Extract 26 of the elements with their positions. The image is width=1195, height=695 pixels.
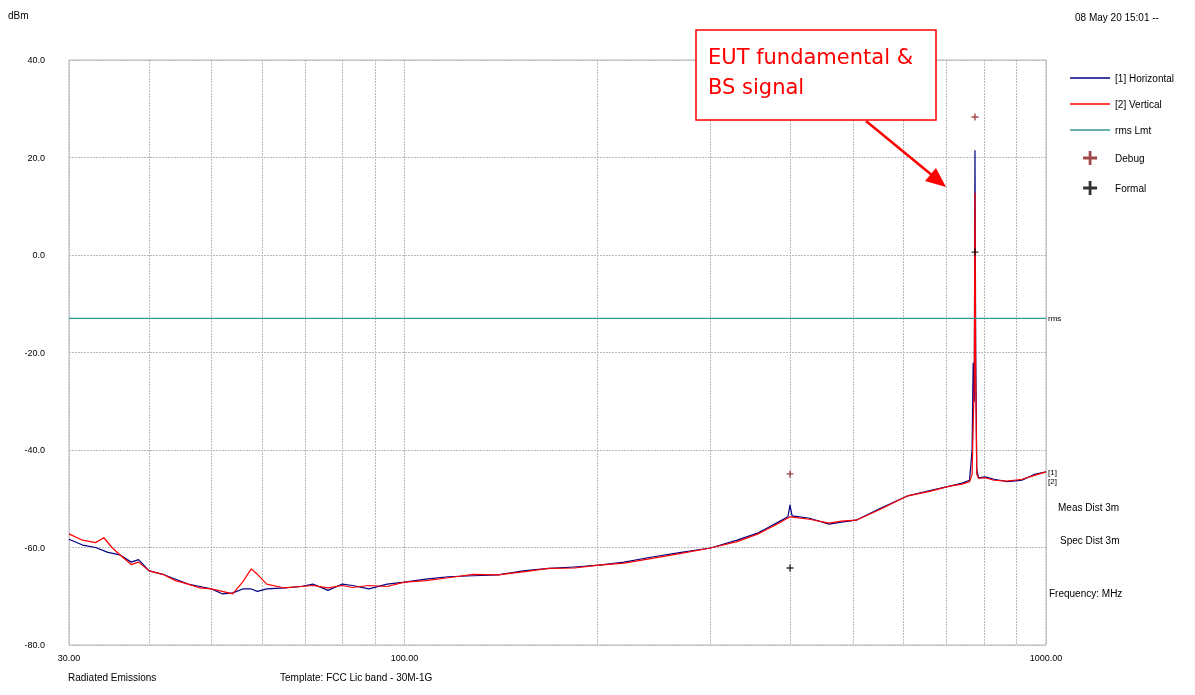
y-tick-label: -40.0 [24,445,45,455]
text: Meas Dist 3m [1058,501,1120,513]
legend-label: [1] Horizontal [1115,72,1175,84]
y-tick-label: 20.0 [27,152,45,163]
text: Radiated Emissions [68,671,157,683]
text: Spec Dist 3m [1060,534,1120,546]
text: [2] [1048,476,1057,486]
legend-label: Formal [1115,182,1147,194]
text: Template: FCC Lic band - 30M-1G [280,671,433,683]
y-tick-label: -20.0 [24,347,45,358]
annotation: EUT fundamental & BS signal [708,45,920,99]
y-axis-title: dBm [8,9,29,21]
legend-label: [2] Vertical [1115,98,1162,110]
y-tick-label: -60.0 [24,542,45,553]
text: 08 May 20 15:01 -- [1075,11,1159,23]
y-tick-label: 0.0 [32,250,45,260]
text: rms [1048,313,1062,323]
text: [1] [1048,467,1057,477]
y-tick-label: 40.0 [27,55,45,65]
y-tick-label: -80.0 [24,640,45,650]
x-tick-label: 1000.00 [1029,652,1063,663]
legend-label: rms Lmt [1115,124,1152,136]
x-tick-label: 100.00 [390,652,419,663]
x-axis-title: Frequency: MHz [1049,587,1123,599]
legend-label: Debug [1115,152,1145,164]
x-tick-label: 30.00 [57,652,81,663]
